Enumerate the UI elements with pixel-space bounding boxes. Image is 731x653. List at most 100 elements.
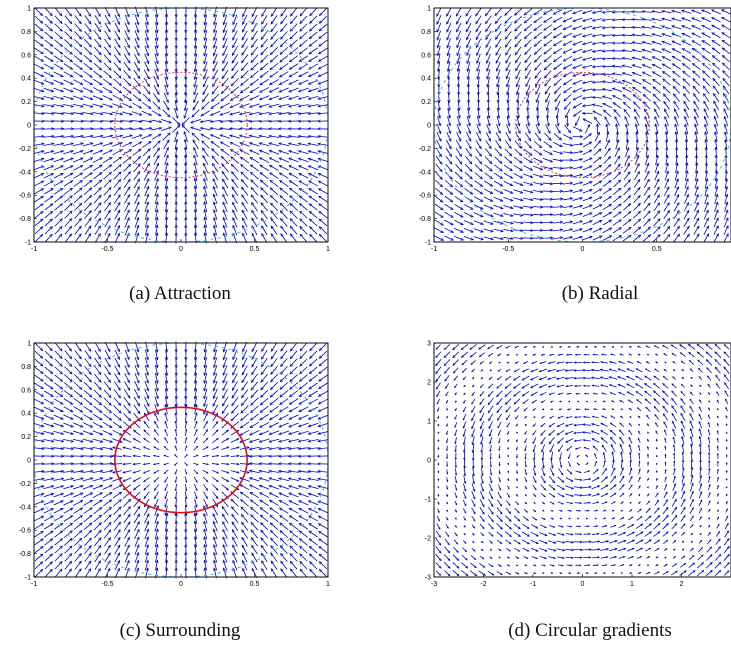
quiver-arrow xyxy=(44,47,54,55)
quiver-arrow xyxy=(556,116,559,127)
quiver-arrow-head xyxy=(136,567,140,572)
quiver-arrow-head xyxy=(269,51,274,56)
quiver-arrow-head xyxy=(562,11,567,15)
quiver-arrow-head xyxy=(203,388,207,392)
quiver-arrow-head xyxy=(591,65,596,69)
quiver-arrow-head xyxy=(231,60,235,64)
quiver-arrow-head xyxy=(633,101,637,105)
quiver-arrow-head xyxy=(136,364,140,369)
quiver-arrow xyxy=(553,78,562,86)
quiver-arrow-head xyxy=(40,409,45,412)
quiver-arrow-head xyxy=(239,142,243,145)
quiver-arrow-head xyxy=(299,225,303,230)
quiver-arrow xyxy=(445,147,452,157)
quiver-arrow-head xyxy=(195,488,198,492)
quiver-arrow-head xyxy=(711,55,716,59)
quiver-arrow-head xyxy=(211,98,215,102)
quiver-arrow-head xyxy=(232,348,236,353)
quiver-arrow-head xyxy=(261,21,265,25)
quiver-arrow-head xyxy=(174,472,177,475)
quiver-arrow-head xyxy=(681,40,685,44)
quiver-arrow xyxy=(185,388,187,399)
quiver-arrow xyxy=(82,463,94,465)
quiver-arrow xyxy=(684,116,689,126)
quiver-arrow-head xyxy=(117,13,120,18)
quiver-arrow xyxy=(103,529,112,539)
quiver-arrow-head xyxy=(107,379,111,383)
quiver-arrow xyxy=(251,210,258,220)
quiver-arrow xyxy=(446,15,452,25)
quiver-arrow-head xyxy=(49,12,53,17)
quiver-arrow-head xyxy=(222,29,226,34)
quiver-arrow-head xyxy=(201,106,205,110)
quiver-arrow-head xyxy=(269,66,273,71)
quiver-arrow-head xyxy=(90,462,94,466)
quiver-arrow-head xyxy=(174,428,177,432)
quiver-arrow xyxy=(213,22,218,33)
quiver-arrow xyxy=(434,203,444,211)
quiver-arrow xyxy=(82,422,93,428)
quiver-arrow xyxy=(525,77,531,87)
quiver-arrow xyxy=(533,165,543,171)
quiver-arrow-head xyxy=(222,551,226,556)
quiver-arrow xyxy=(114,349,120,360)
quiver-arrow xyxy=(64,366,73,375)
quiver-arrow-head xyxy=(215,487,219,491)
quiver-arrow xyxy=(493,212,504,217)
quiver-arrow-head xyxy=(147,148,151,152)
quiver-arrow xyxy=(103,194,112,204)
quiver-arrow xyxy=(102,157,113,164)
quiver-arrow-head xyxy=(155,543,159,548)
quiver-arrow-head xyxy=(155,68,159,73)
quiver-arrow-head xyxy=(591,88,596,92)
quiver-arrow-head xyxy=(127,498,132,503)
quiver-arrow-head xyxy=(618,211,622,215)
quiver-arrow-head xyxy=(88,529,93,534)
quiver-arrow-head xyxy=(88,348,92,352)
quiver-arrow-head xyxy=(579,189,584,193)
quiver-arrow xyxy=(185,491,187,499)
quiver-arrow-head xyxy=(702,70,706,74)
quiver-arrow xyxy=(222,209,228,220)
quiver-arrow xyxy=(572,220,583,225)
quiver-arrow xyxy=(104,210,111,220)
quiver-arrow xyxy=(240,506,249,515)
quiver-arrow-head xyxy=(174,53,178,57)
quiver-arrow-head xyxy=(184,193,188,197)
quiver-arrow xyxy=(92,95,103,101)
quiver-arrow-head xyxy=(637,210,642,215)
quiver-arrow-head xyxy=(456,44,460,49)
quiver-arrow-head xyxy=(552,19,557,23)
quiver-arrow xyxy=(477,100,480,111)
quiver-arrow xyxy=(554,85,562,94)
quiver-arrow-head xyxy=(543,43,547,47)
quiver-arrow xyxy=(213,552,218,563)
quiver-arrow xyxy=(496,124,501,134)
quiver-arrow xyxy=(641,49,652,53)
quiver-arrow-head xyxy=(174,535,178,540)
quiver-arrow xyxy=(456,132,462,142)
quiver-arrow-head xyxy=(509,168,513,172)
quiver-arrow-head xyxy=(222,395,226,399)
quiver-arrow-head xyxy=(240,499,244,503)
quiver-arrow-head xyxy=(79,507,84,511)
quiver-arrow xyxy=(72,103,84,108)
quiver-arrow-head xyxy=(686,217,690,222)
quiver-arrow-head xyxy=(174,463,177,466)
quiver-arrow-head xyxy=(108,171,112,176)
quiver-arrow xyxy=(457,69,460,80)
quiver-arrow xyxy=(448,92,450,103)
quiver-arrow-head xyxy=(126,372,130,376)
quiver-arrow-head xyxy=(163,463,166,466)
quiver-arrow-head xyxy=(146,201,150,205)
quiver-arrow xyxy=(44,15,53,24)
quiver-arrow xyxy=(582,17,593,22)
quiver-arrow-head xyxy=(222,178,226,182)
quiver-arrow-head xyxy=(59,36,63,40)
quiver-arrow xyxy=(212,163,219,173)
quiver-arrow-head xyxy=(39,355,44,359)
quiver-arrow-head xyxy=(229,112,233,116)
quiver-arrow xyxy=(164,53,168,64)
quiver-arrow xyxy=(93,62,102,71)
quiver-arrow-head xyxy=(557,130,561,134)
